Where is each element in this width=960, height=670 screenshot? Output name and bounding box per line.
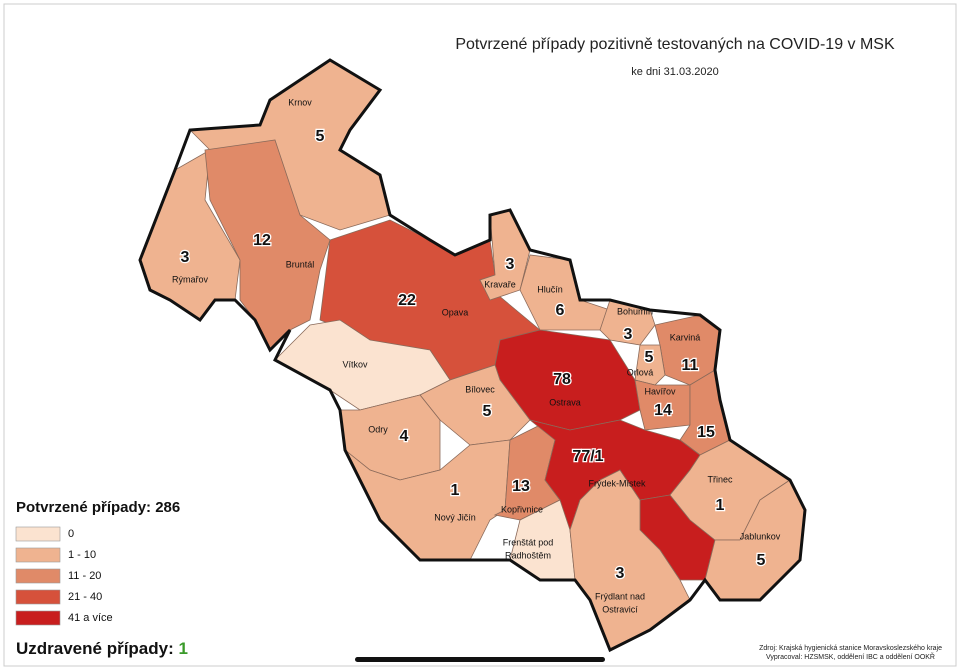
legend-swatch: [15, 589, 61, 605]
district-name: Orlová: [627, 367, 654, 377]
map: [138, 58, 807, 653]
district-name: Kopřivnice: [501, 504, 543, 514]
district-name: Frýdlant nad: [595, 591, 645, 601]
district-name: Hlučín: [537, 284, 563, 294]
legend-label: 11 - 20: [68, 570, 101, 582]
district-name: Frenštát pod: [503, 537, 554, 547]
district-name: Havířov: [644, 386, 676, 396]
case-count: 78: [553, 371, 571, 388]
district-name: Karviná: [670, 332, 701, 342]
district: [634, 344, 666, 386]
district-name: Frýdek-Místek: [588, 478, 646, 488]
district-name: Kravaře: [484, 279, 516, 289]
case-count: 5: [645, 349, 654, 366]
case-count: 14: [654, 402, 672, 419]
legend-label: 0: [68, 528, 74, 540]
district-name: Nový Jičín: [434, 512, 476, 522]
district: [274, 319, 451, 411]
subtitle: ke dni 31.03.2020: [631, 66, 718, 78]
legend-swatch: [15, 568, 61, 584]
district-name: Vítkov: [342, 359, 368, 369]
case-count: 3: [181, 249, 190, 266]
case-count: 5: [316, 128, 325, 145]
labels: Krnov 5 Rýmařov 3 Bruntál 12 Opava 22 Vítkov Krav…: [172, 97, 781, 614]
case-count: 13: [512, 478, 530, 495]
case-count: 15: [697, 424, 715, 441]
case-count: 3: [624, 326, 633, 343]
district-name: Jablunkov: [740, 531, 781, 541]
case-count: 1: [451, 482, 460, 499]
district-name: Ostrava: [549, 397, 581, 407]
legend-swatch: [15, 547, 61, 563]
case-count: 6: [556, 302, 565, 319]
legend-label: 41 a více: [68, 612, 113, 624]
district-name: Třinec: [707, 474, 733, 484]
region-border: [138, 58, 807, 653]
case-count: 77/1: [572, 448, 603, 465]
legend-swatch: [15, 526, 61, 542]
case-count: 3: [616, 565, 625, 582]
legend: 0 1 - 10 11 - 20 21 - 40 41 a více: [15, 526, 113, 626]
legend-swatch: [15, 610, 61, 626]
home-indicator: [355, 657, 605, 662]
case-count: 12: [253, 232, 271, 249]
case-count: 22: [398, 292, 416, 309]
recovered: Uzdravené případy: 1: [16, 639, 188, 658]
legend-title: Potvrzené případy: 286: [16, 499, 180, 516]
case-count: 3: [506, 256, 515, 273]
case-count: 5: [757, 552, 766, 569]
case-count: 11: [682, 357, 699, 374]
legend-label: 21 - 40: [68, 591, 102, 603]
source: Vypracoval: HZSMSK, oddělení IBC a odděl…: [766, 652, 935, 661]
title: Potvrzené případy pozitivně testovaných …: [455, 36, 895, 53]
district-name: Bílovec: [465, 384, 495, 394]
legend-label: 1 - 10: [68, 549, 96, 561]
district-name: Bruntál: [286, 259, 315, 269]
district-name: Krnov: [288, 97, 312, 107]
case-count: 1: [716, 497, 725, 514]
district-name: Radhoštěm: [505, 550, 551, 560]
district-name: Bohumín: [617, 306, 653, 316]
district-name: Opava: [442, 307, 469, 317]
district-name: Ostravicí: [602, 604, 638, 614]
source: Zdroj: Krajská hygienická stanice Moravs…: [759, 645, 942, 652]
case-count: 4: [400, 428, 409, 445]
district-name: Odry: [368, 424, 388, 434]
district: [519, 254, 611, 331]
district-name: Rýmařov: [172, 274, 209, 284]
case-count: 5: [483, 403, 492, 420]
